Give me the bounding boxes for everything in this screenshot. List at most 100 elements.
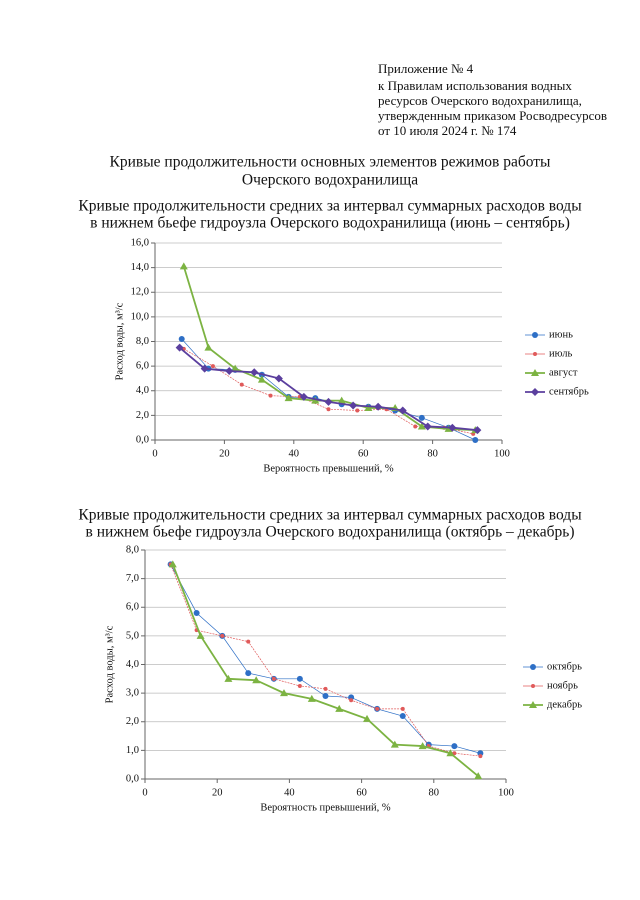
y-tick-label: 4,0 (126, 659, 139, 670)
y-tick-label: 12,0 (131, 287, 149, 298)
y-tick-label: 0,0 (126, 773, 139, 784)
data-point (252, 676, 261, 684)
chart-title: Кривые продолжительности средних за инте… (78, 198, 582, 215)
data-point (210, 364, 215, 369)
x-tick-label: 20 (212, 787, 223, 798)
y-tick-label: 8,0 (126, 544, 139, 555)
data-point (335, 704, 344, 712)
data-point (451, 743, 458, 750)
data-point (220, 633, 225, 638)
x-tick-label: 100 (498, 787, 514, 798)
data-point (423, 422, 432, 431)
appendix-line: ресурсов Очерского водохранилища, (378, 93, 582, 108)
legend-label: июнь (549, 329, 573, 340)
x-tick-label: 80 (429, 787, 440, 798)
data-point (224, 674, 233, 682)
data-point (326, 407, 331, 412)
x-tick-label: 0 (152, 448, 157, 459)
data-point (268, 393, 273, 398)
data-point (418, 414, 425, 421)
y-tick-label: 10,0 (131, 311, 149, 322)
data-point (348, 694, 355, 701)
data-point (322, 692, 329, 699)
data-point (271, 676, 276, 681)
data-point (374, 402, 383, 411)
legend-marker (529, 701, 537, 708)
data-point (448, 423, 457, 432)
y-axis-label: Расход воды, м³/с (114, 302, 125, 380)
data-point (179, 262, 188, 270)
appendix-line: от 10 июля 2024 г. № 174 (378, 123, 517, 138)
data-point (399, 713, 406, 720)
data-point (390, 740, 399, 748)
x-axis-label: Вероятность превышений, % (263, 463, 394, 474)
data-point (245, 670, 252, 677)
data-point (417, 422, 426, 430)
appendix-line: Приложение № 4 (378, 61, 474, 76)
data-point (274, 374, 283, 383)
y-tick-label: 5,0 (126, 630, 139, 641)
data-point (364, 403, 373, 411)
data-point (204, 343, 213, 351)
data-point (400, 706, 405, 711)
x-tick-label: 0 (142, 787, 147, 798)
y-tick-label: 2,0 (126, 716, 139, 727)
appendix-line: к Правилам использования водных (378, 78, 572, 93)
data-point (446, 749, 455, 757)
legend-label: август (549, 367, 578, 378)
data-point (225, 367, 234, 376)
y-tick-label: 14,0 (131, 262, 149, 273)
y-tick-label: 0,0 (136, 434, 149, 445)
y-tick-label: 1,0 (126, 745, 139, 756)
x-tick-label: 60 (356, 787, 367, 798)
x-tick-label: 20 (219, 448, 230, 459)
data-point (168, 560, 177, 568)
chart-title: в нижнем бьефе гидроузла Очерского водох… (90, 215, 570, 232)
data-point (307, 694, 316, 702)
legend-label: сентябрь (549, 386, 589, 397)
data-point (337, 396, 346, 404)
data-point (296, 675, 303, 682)
data-point (472, 437, 479, 443)
data-point (324, 397, 333, 406)
data-point (297, 394, 302, 399)
data-point (474, 772, 483, 780)
y-tick-label: 8,0 (136, 336, 149, 347)
data-point (239, 382, 244, 387)
legend-marker (530, 664, 536, 670)
y-tick-label: 7,0 (126, 573, 139, 584)
y-tick-label: 6,0 (136, 361, 149, 372)
x-tick-label: 100 (494, 448, 510, 459)
data-point (246, 639, 251, 644)
data-point (444, 424, 453, 432)
chart-title: Кривые продолжительности средних за инте… (78, 507, 582, 524)
x-axis-label: Вероятность превышений, % (260, 802, 391, 813)
legend-marker (531, 388, 539, 396)
data-point (452, 751, 457, 756)
series-line (182, 266, 476, 432)
data-point (284, 394, 293, 402)
legend-marker (531, 369, 539, 376)
legend-label: июль (549, 348, 572, 359)
data-point (418, 742, 427, 750)
y-tick-label: 4,0 (136, 385, 149, 396)
series-line (170, 564, 481, 754)
series-line (171, 563, 479, 777)
data-point (196, 631, 205, 639)
legend-marker (533, 352, 537, 356)
legend-marker (532, 332, 538, 338)
page-title: Кривые продолжительности основных элемен… (110, 154, 552, 171)
data-point (363, 714, 372, 722)
y-tick-label: 16,0 (131, 237, 149, 248)
data-point (323, 686, 328, 691)
x-tick-label: 60 (358, 448, 369, 459)
data-point (250, 368, 259, 377)
legend-label: декабрь (547, 699, 582, 710)
y-tick-label: 2,0 (136, 410, 149, 421)
y-tick-label: 6,0 (126, 602, 139, 613)
data-point (178, 336, 185, 343)
data-point (398, 406, 407, 415)
page-title: Очерского водохранилища (242, 172, 418, 189)
legend-label: октябрь (547, 661, 582, 672)
